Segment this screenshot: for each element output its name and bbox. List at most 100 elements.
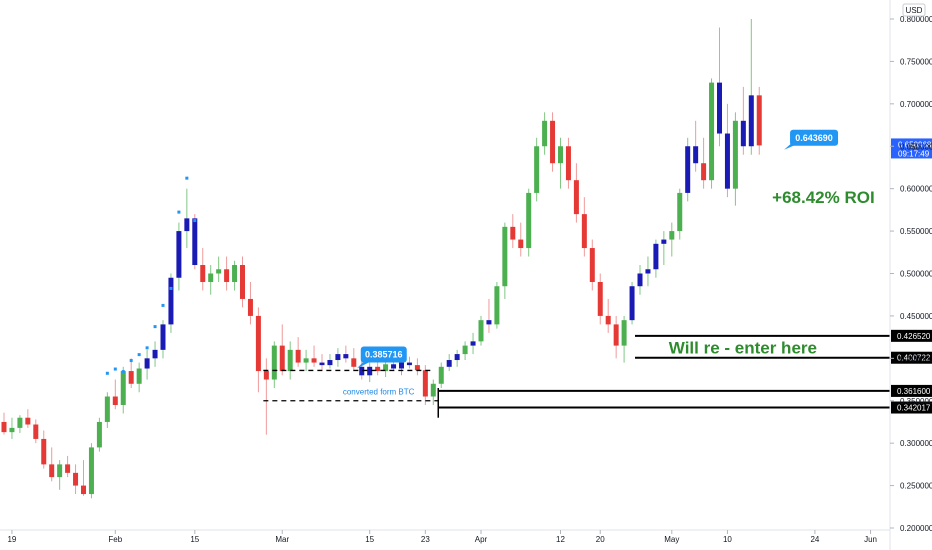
candle-body	[383, 364, 389, 372]
candle-body	[263, 371, 269, 380]
callout-pointer	[356, 362, 369, 369]
candle-body	[478, 320, 484, 342]
candle-body	[17, 417, 23, 428]
signal-marker	[161, 303, 165, 307]
candle-body	[589, 248, 595, 282]
y-tick-label: 0.700000	[900, 100, 932, 109]
candle-body	[740, 120, 746, 147]
candle-body	[136, 368, 142, 384]
converted-note: converted form BTC	[343, 387, 415, 396]
level-price-text: 0.342017	[897, 404, 931, 413]
candle-body	[685, 146, 691, 193]
candle-body	[112, 396, 118, 405]
candle-body	[462, 345, 468, 355]
signal-marker	[169, 286, 173, 290]
x-tick-label: Apr	[475, 535, 488, 544]
candle-body	[192, 218, 198, 266]
signal-marker	[129, 359, 133, 363]
candle-body	[25, 417, 31, 425]
level-price-text: 0.426520	[897, 332, 931, 341]
candle-body	[224, 269, 230, 282]
price-axis[interactable]: 0.800000 0.750000 0.700000 0.650000 0.600000…	[890, 15, 932, 533]
candle-body	[96, 421, 102, 448]
x-tick-label: 23	[421, 535, 430, 544]
signal-marker	[105, 371, 109, 375]
candle-body	[335, 354, 341, 361]
candle-body	[534, 146, 540, 193]
candle-body	[279, 345, 285, 372]
y-tick-label: 0.250000	[900, 482, 932, 491]
level-price-text: 0.400722	[897, 354, 931, 363]
candle-body	[303, 358, 309, 363]
level-price-text: 0.361600	[897, 387, 931, 396]
level-price-tag	[891, 329, 932, 342]
candle-body	[41, 438, 47, 465]
time-axis[interactable]: 19 Feb 15 Mar 15 23 Apr 12 20 May 10 24 Jun	[7, 530, 877, 544]
candle-body	[701, 163, 707, 181]
candle-body	[104, 396, 110, 422]
x-tick-label: 20	[596, 535, 605, 544]
candle-body	[375, 366, 381, 372]
candle-body	[255, 315, 261, 372]
entry-price-callout[interactable]	[360, 346, 407, 363]
candle-body	[81, 485, 86, 495]
candle-body	[756, 95, 762, 146]
signal-marker	[193, 219, 197, 223]
exit-price-callout-text: 0.643690	[795, 133, 833, 143]
candle-body	[605, 315, 611, 325]
candle-body	[724, 133, 730, 189]
candle-body	[152, 349, 158, 359]
candle-body	[454, 354, 460, 361]
candle-body	[542, 120, 548, 147]
y-tick-label: 0.200000	[900, 524, 932, 533]
candle-body	[65, 464, 71, 473]
candle-body	[502, 226, 508, 287]
candle-body	[319, 362, 325, 366]
signal-marker	[153, 325, 157, 329]
x-tick-label: 12	[556, 535, 565, 544]
candle-body	[1, 421, 7, 433]
candle-body	[240, 265, 245, 299]
y-tick-label: 0.800000	[900, 15, 932, 24]
candle-body	[550, 120, 556, 164]
candle-body	[406, 362, 412, 366]
candle-body	[486, 320, 492, 325]
y-tick-label: 0.500000	[900, 270, 932, 279]
exit-price-callout[interactable]	[790, 129, 839, 146]
candle-body	[128, 371, 134, 384]
candle-body	[661, 239, 667, 244]
candle-body	[327, 360, 333, 366]
candle-body	[351, 358, 357, 367]
annotation-layer: 0.385716 0.643690 converted form BTC Will r…	[343, 129, 875, 396]
signal-marker	[121, 370, 125, 374]
candle-body	[184, 218, 190, 232]
candle-body	[629, 286, 635, 321]
signal-marker	[137, 353, 141, 357]
level-lines-layer: 0.426520 0.400722 0.361600 0.342017 0.650968…	[263, 138, 932, 418]
y-tick-label: 0.400000	[900, 354, 932, 363]
candle-body	[359, 366, 365, 376]
bar-countdown-text: 09:17:49	[898, 149, 930, 158]
candle-body	[247, 298, 253, 316]
candle-body	[430, 383, 436, 397]
candle-body	[677, 192, 683, 232]
candle-body	[216, 269, 222, 274]
entry-price-callout-text: 0.385716	[365, 349, 403, 359]
candle-body	[33, 424, 39, 439]
candle-body	[510, 226, 516, 240]
candle-body	[73, 472, 79, 486]
candle-body	[621, 320, 627, 346]
x-tick-label: Jun	[864, 535, 877, 544]
y-tick-label: 0.750000	[900, 57, 932, 66]
candle-body	[295, 349, 301, 363]
level-price-tag	[891, 401, 932, 414]
signal-marker	[177, 210, 181, 214]
candle-body	[311, 358, 317, 363]
candle-body	[470, 341, 476, 346]
candle-body	[526, 192, 532, 249]
currency-label: USD	[902, 3, 926, 17]
candle-body	[597, 281, 603, 316]
candle-body	[613, 324, 619, 346]
